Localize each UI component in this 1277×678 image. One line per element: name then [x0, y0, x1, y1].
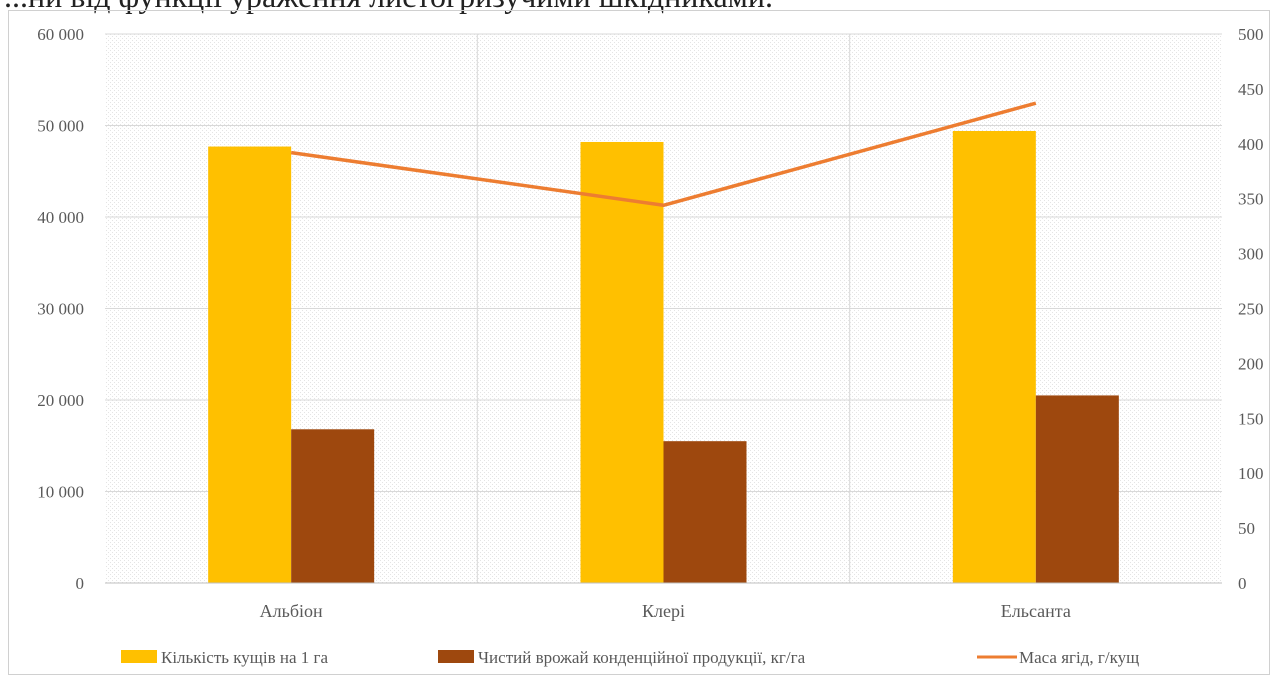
bars — [208, 130, 1119, 584]
y-left-tick-label: 50 000 — [37, 117, 84, 136]
y-right-tick-label: 300 — [1238, 245, 1264, 264]
bar — [291, 429, 375, 583]
legend-swatch — [438, 650, 474, 663]
bar — [663, 441, 747, 583]
y-left-tick-label: 30 000 — [37, 300, 84, 319]
y-right-tick-label: 150 — [1238, 409, 1264, 428]
y-right-tick-label: 350 — [1238, 190, 1264, 209]
y-left-tick-label: 40 000 — [37, 208, 84, 227]
y-left-tick-label: 0 — [76, 574, 85, 593]
axes: 0 10 000 20 000 30 000 40 000 50 000 60 000 0 50… — [37, 25, 1263, 621]
x-category-label: Ельсанта — [1001, 601, 1071, 621]
legend-swatch — [121, 650, 157, 663]
bar — [580, 141, 664, 583]
legend-label: Чистий врожай конденційної продукції, кг… — [478, 648, 806, 667]
chart-frame — [8, 10, 1270, 675]
y-left-tick-label: 20 000 — [37, 391, 84, 410]
line-series — [290, 101, 1037, 208]
y-right-tick-label: 450 — [1238, 80, 1264, 99]
y-left-tick-label: 10 000 — [37, 483, 84, 502]
series-line — [290, 101, 1037, 208]
legend-label: Кількість кущів на 1 га — [161, 648, 328, 667]
legend: Кількість кущів на 1 га Чистий врожай кон… — [121, 648, 1139, 667]
bar — [952, 130, 1036, 584]
legend-label: Маса ягід, г/кущ — [1019, 648, 1139, 667]
bar — [208, 146, 292, 584]
y-right-tick-label: 500 — [1238, 25, 1264, 44]
x-category-label: Клері — [642, 601, 685, 621]
y-right-tick-label: 200 — [1238, 354, 1264, 373]
y-right-tick-label: 0 — [1238, 574, 1247, 593]
y-right-tick-label: 50 — [1238, 519, 1255, 538]
bar — [1035, 395, 1119, 583]
y-right-tick-label: 400 — [1238, 135, 1264, 154]
x-category-label: Альбіон — [260, 601, 323, 621]
y-right-tick-label: 250 — [1238, 300, 1264, 319]
y-right-tick-label: 100 — [1238, 464, 1264, 483]
y-left-tick-label: 60 000 — [37, 25, 84, 44]
